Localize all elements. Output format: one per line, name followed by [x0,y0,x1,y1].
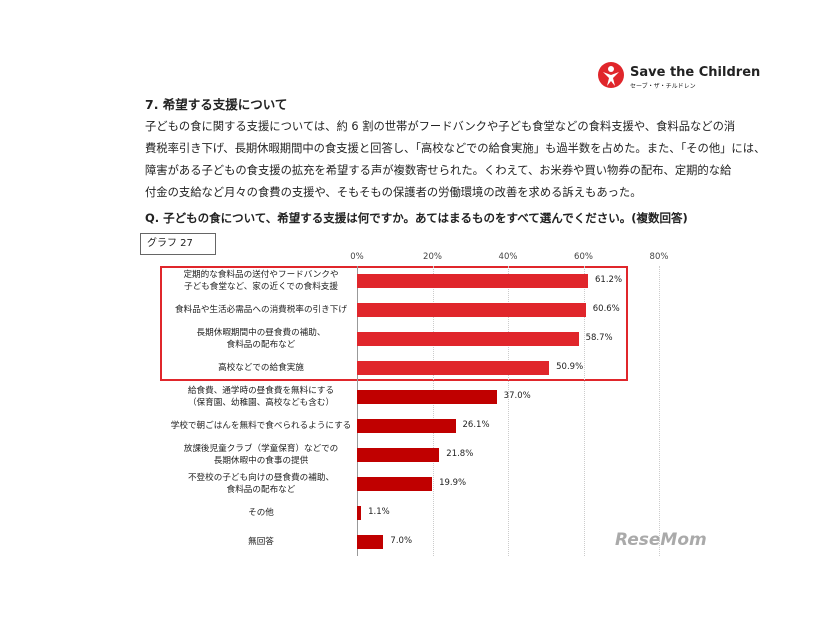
category-label: 無回答 [248,537,274,547]
x-tick-label: 0% [350,252,364,262]
body-line: 障害がある子どもの食支援の拡充を希望する声が複数寄せられた。くわえて、お米券や買… [145,164,732,177]
bar [357,303,586,317]
category-label: 学校で朝ごはんを無料で食べられるようにする [170,421,352,431]
axis-line [357,266,358,556]
bar [357,506,362,520]
value-label: 1.1% [368,507,390,517]
category-label: その他 [248,508,274,518]
logo-icon [598,62,624,88]
bar [357,535,384,549]
x-tick-label: 40% [498,252,518,262]
grid-line [432,266,434,556]
section-title: 7. 希望する支援について [145,97,288,112]
x-tick-label: 80% [649,252,669,262]
category-label: 定期的な食料品の送付やフードバンクや 子ども食堂など、家の近くでの食料支援 [183,270,339,292]
value-label: 21.8% [446,449,474,459]
grid-line [583,266,585,556]
category-label: 給食費、通学時の昼食費を無料にする （保育園、幼稚園、高校なども含む） [187,386,335,408]
highlight-box [160,266,628,381]
bar [357,274,589,288]
x-tick-label: 60% [574,252,593,262]
bar [357,419,456,433]
value-label: 26.1% [462,420,490,430]
category-label: 食料品や生活必需品への消費税率の引き下げ [175,305,347,315]
bar [357,448,440,462]
logo-sub: セーブ・ザ・チルドレン [630,83,696,90]
body-line: 費税率引き下げ、長期休暇期間中の食支援と回答し、「高校などでの給食実施」も過半数… [145,142,766,155]
value-label: 7.0% [390,536,413,546]
bar [357,332,579,346]
category-label: 不登校の子ども向けの昼食費の補助、 食料品の配布など [187,473,335,495]
body-line: 付金の支給など月々の食費の支援や、そもそもの保護者の労働環境の改善を求める訴えも… [145,186,642,199]
body-line: 子どもの食に関する支援については、約 6 割の世帯がフードバンクや子ども食堂など… [145,120,736,133]
value-label: 61.2% [595,275,623,285]
bar [357,477,433,491]
category-label: 高校などでの給食実施 [218,363,304,373]
category-label: 長期休暇期間中の昼食費の補助、 食料品の配布など [196,328,326,350]
category-label: 放課後児童クラブ（学童保育）などでの 長期休暇中の食事の提供 [183,444,339,466]
logo-text: Save the Children [630,65,761,80]
question: Q. 子どもの食について、希望する支援は何ですか。あてはまるものをすべて選んでく… [145,211,688,225]
value-label: 58.7% [585,333,613,343]
grid-line [508,266,509,556]
value-label: 37.0% [503,391,531,401]
value-label: 60.6% [592,304,620,314]
grid-line [659,266,660,556]
x-tick-label: 20% [423,252,442,262]
value-label: 19.9% [439,478,467,488]
value-label: 50.9% [556,362,584,372]
chart-label: グラフ 27 [140,233,216,255]
watermark: ReseMom [615,530,707,550]
bar [357,361,550,375]
bar [357,390,497,404]
